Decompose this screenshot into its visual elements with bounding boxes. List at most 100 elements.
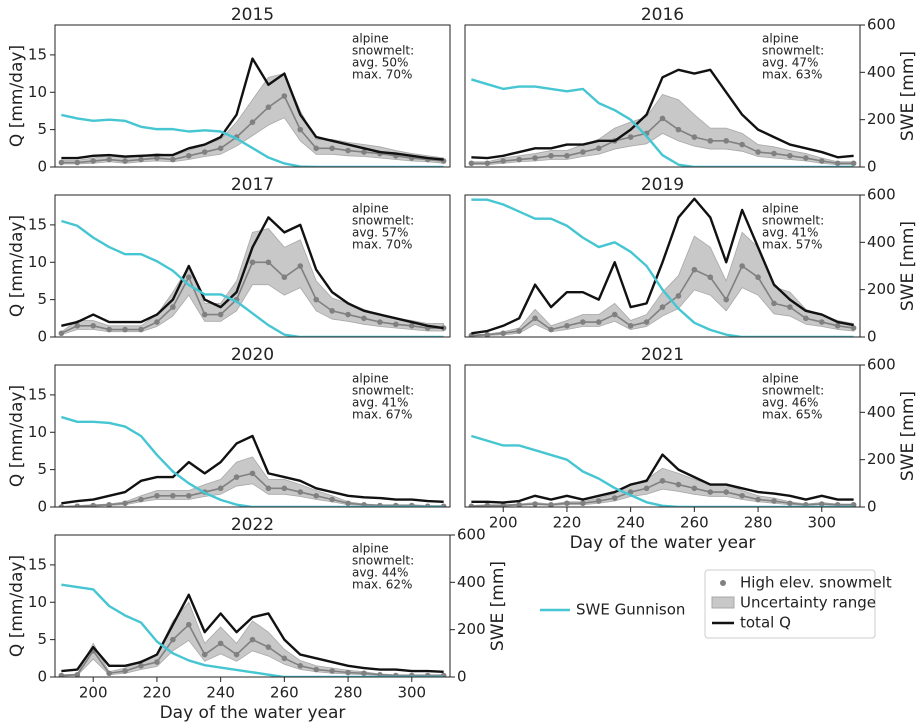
x-axis-label: Day of the water year [160,703,346,723]
x-tick-label: 220 [143,684,172,702]
snowmelt-point [90,158,97,164]
snowmelt-point [755,149,761,155]
snowmelt-point [170,492,176,499]
y-tick-label: 0 [37,158,47,176]
snowmelt-point [201,651,208,658]
snowmelt-point [106,156,112,163]
snowmelt-point [723,296,730,303]
snowmelt-point [659,115,666,122]
series-line [471,78,854,167]
snowmelt-point [755,496,761,503]
snowmelt-point [122,158,128,164]
snowmelt-point [185,152,192,159]
snowmelt-point [106,670,112,677]
y2-axis-label: SWE [mm] [898,221,918,311]
snowmelt-point [408,322,415,329]
snowmelt-point [313,296,320,303]
annotation: alpine [352,32,389,46]
snowmelt-point [154,155,160,161]
axes-frame [54,364,451,508]
x-tick-label: 240 [206,684,235,702]
snowmelt-point [548,152,554,159]
snowmelt-point [484,331,491,337]
snowmelt-point [185,492,192,499]
legend-swatch [720,580,726,586]
snowmelt-point [643,319,650,325]
snowmelt-point [850,160,857,167]
snowmelt-point [201,149,208,155]
snowmelt-point [154,492,160,499]
snowmelt-point [771,150,777,157]
snowmelt-point [297,662,304,669]
snowmelt-point [834,160,841,167]
x-tick-label: 260 [270,684,299,702]
series-line [61,593,444,673]
snowmelt-point [500,502,507,507]
snowmelt-point [580,500,586,507]
snowmelt-point [850,501,857,507]
y-tick-label: 5 [37,460,47,478]
annotation: alpine [352,542,389,556]
y-tick-label: 15 [28,45,47,63]
snowmelt-point [611,311,618,318]
snowmelt-point [659,304,666,310]
y2-axis-label: SWE [mm] [488,561,508,651]
snowmelt-point [90,322,97,329]
snowmelt-point [771,300,777,307]
snowmelt-point [281,274,288,281]
snowmelt-point [468,160,475,167]
snowmelt-point [516,501,522,507]
annotation: avg. 41% [762,226,818,240]
y2-axis-label: SWE [mm] [898,391,918,481]
snowmelt-point [297,489,304,495]
snowmelt-point [580,319,586,325]
y-tick-label: 10 [28,593,47,611]
snowmelt-point [329,668,335,674]
snowmelt-point [265,485,272,492]
series-line [471,197,854,335]
snowmelt-point [595,319,602,325]
y-axis-label: Q [mm/day] [7,215,27,317]
snowmelt-point [787,152,793,159]
annotation: snowmelt: [762,44,824,58]
snowmelt-point [516,156,522,163]
snowmelt-point [297,263,304,269]
y-axis-label: Q [mm/day] [7,385,27,487]
legend-swatch [711,596,735,609]
panel-title: 2021 [641,345,684,365]
snowmelt-point [138,156,144,163]
snowmelt-point [532,501,538,507]
snowmelt-point [233,651,240,658]
snowmelt-point [532,315,538,322]
snowmelt-point [217,311,224,318]
snowmelt-point [122,326,128,333]
series-line [61,415,444,507]
snowmelt-point [818,319,825,325]
y2-tick-label: 600 [867,356,896,374]
y-tick-label: 0 [37,328,47,346]
snowmelt-point [707,274,714,281]
annotation: snowmelt: [762,214,824,228]
series-line [471,198,854,337]
panel-title: 2022 [231,515,274,535]
snowmelt-point [707,138,714,144]
snowmelt-point [106,326,112,333]
snowmelt-point [361,149,367,155]
snowmelt-point [500,158,507,164]
snowmelt-point [691,266,698,273]
snowmelt-point [627,322,634,329]
snowmelt-point [739,263,745,269]
uncertainty-band [60,73,445,165]
y-axis-label: Q [mm/day] [7,555,27,657]
snowmelt-point [74,159,81,166]
snowmelt-point [564,500,570,507]
y2-tick-label: 200 [867,280,896,298]
legend-box [704,569,876,639]
snowmelt-point [468,503,475,507]
annotation: alpine [762,372,799,386]
snowmelt-point [122,500,128,507]
y2-tick-label: 400 [867,63,896,81]
annotation: snowmelt: [352,554,414,568]
snowmelt-point [249,636,256,643]
snowmelt-point [329,145,335,152]
